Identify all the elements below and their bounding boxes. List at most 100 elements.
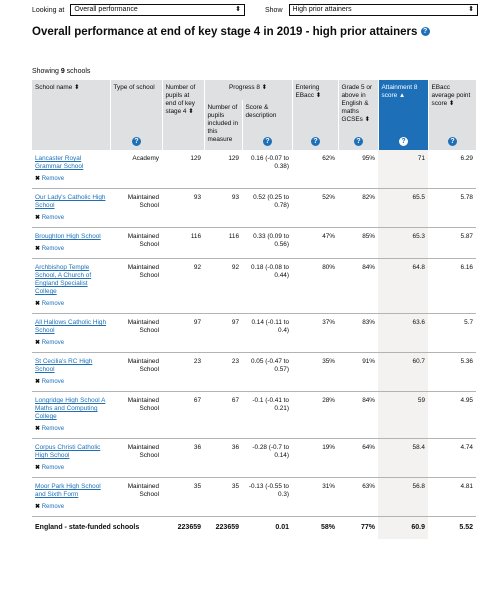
filters: Looking at Overall performance ⬍ Show High … — [32, 4, 478, 16]
number-cell: 28% — [292, 391, 338, 439]
number-cell: 97 — [204, 313, 242, 353]
table-row: St Cecilia's RC High School ✖ Remove Maint… — [32, 352, 476, 392]
header-text: Number of pupils included in this measur… — [207, 104, 239, 143]
footer-cell: 5.52 — [459, 524, 473, 531]
number-cell: 36 — [204, 438, 242, 478]
column-header[interactable]: School name ⬍ — [32, 80, 111, 150]
footer-cell: 58% — [320, 524, 335, 531]
score-cell: 0.33 (0.09 to 0.56) — [242, 227, 292, 259]
remove-link[interactable]: ✖ Remove — [35, 339, 107, 347]
school-link[interactable]: Our Lady's Catholic High School — [35, 194, 106, 209]
number-cell: 63.6 — [378, 313, 428, 353]
school-link[interactable]: Broughton High School — [35, 233, 101, 240]
remove-link[interactable]: ✖ Remove — [35, 378, 107, 386]
select-value: Overall performance — [74, 6, 138, 13]
table-row: Our Lady's Catholic High School ✖ Remove M… — [32, 188, 476, 228]
confidence-interval: (-0.41 to 0.21) — [265, 397, 289, 412]
remove-icon: ✖ — [35, 465, 42, 471]
remove-link[interactable]: ✖ Remove — [35, 503, 107, 511]
header-text: Progress 8 — [228, 84, 260, 91]
remove-text: Remove — [41, 504, 65, 510]
number-cell: 47% — [292, 227, 338, 259]
number-cell: 4.81 — [428, 477, 476, 517]
column-header[interactable]: Entering EBacc ⬍? — [292, 80, 339, 150]
number-cell: 129 — [204, 150, 242, 189]
school-link[interactable]: Lancaster Royal Grammar School — [35, 155, 84, 170]
remove-link[interactable]: ✖ Remove — [35, 175, 107, 183]
column-header[interactable]: Grade 5 or above in English & maths GCSE… — [338, 80, 379, 150]
school-link[interactable]: All Hallows Catholic High School — [35, 319, 107, 334]
school-cell: Moor Park High School and Sixth Form ✖ Re… — [32, 477, 110, 517]
number-cell: 4.95 — [428, 391, 476, 439]
score: 0.16 — [250, 155, 264, 162]
column-header[interactable]: Number of pupils at end of key stage 4 ⬍ — [162, 80, 205, 150]
footer-cell: 0.01 — [275, 524, 289, 531]
help-icon[interactable]: ? — [420, 27, 430, 37]
school-link[interactable]: Corpus Christi Catholic High School — [35, 444, 101, 459]
score-cell: -0.28 (-0.7 to 0.14) — [242, 438, 292, 478]
school-link[interactable]: Archbishop Temple School, A Church of En… — [35, 264, 92, 295]
number-cell: 91% — [338, 352, 378, 392]
number-cell: 85% — [338, 227, 378, 259]
results-table: School name ⬍ Type of school? Number of … — [32, 80, 477, 539]
school-link[interactable]: St Cecilia's RC High School — [35, 358, 93, 373]
score-cell: 0.05 (-0.47 to 0.57) — [242, 352, 292, 392]
table-row: Longridge High School A Maths and Comput… — [32, 391, 476, 439]
showing-text: Showing — [32, 68, 59, 75]
school-cell: Archbishop Temple School, A Church of En… — [32, 258, 110, 314]
footer-row: England - state-funded schools 223659 2236… — [32, 516, 476, 539]
score: 0.14 — [251, 319, 264, 326]
remove-link[interactable]: ✖ Remove — [35, 214, 107, 222]
cell-text: Maintained School — [127, 444, 159, 459]
school-cell: Broughton High School ✖ Remove — [32, 227, 110, 259]
score: -0.13 — [248, 483, 264, 490]
table-row: Broughton High School ✖ Remove Maintained … — [32, 227, 476, 259]
column-header[interactable]: Type of school? — [110, 80, 163, 150]
school-link[interactable]: Moor Park High School and Sixth Form — [35, 483, 101, 498]
table-row: Lancaster Royal Grammar School ✖ Remove Ac… — [32, 150, 476, 189]
number-cell: 63% — [338, 477, 378, 517]
remove-icon: ✖ — [35, 246, 42, 252]
remove-icon: ✖ — [35, 215, 42, 221]
remove-text: Remove — [41, 246, 65, 252]
filter: Looking at Overall performance ⬍ — [32, 4, 245, 16]
header-text: Type of school — [113, 84, 155, 91]
confidence-interval: (-0.08 to 0.44) — [265, 264, 289, 279]
number-cell: 36 — [162, 438, 204, 478]
number-cell: 93 — [162, 188, 204, 228]
column-header[interactable]: Score & description? — [242, 100, 293, 150]
footer-label: England - state-funded schools — [35, 524, 140, 531]
type-cell: Maintained School — [110, 391, 162, 439]
school-count: 9 — [60, 68, 65, 75]
filter: Show High prior attainers ⬍ — [265, 4, 478, 16]
number-cell: 82% — [338, 188, 378, 228]
title-text: Overall performance at end of key stage … — [32, 26, 418, 38]
column-header[interactable]: Attainment 8 score ▲? — [378, 80, 429, 150]
school-link[interactable]: Longridge High School A Maths and Comput… — [35, 397, 106, 420]
number-cell: 37% — [292, 313, 338, 353]
showing-text: schools — [66, 68, 91, 75]
cell-text: Maintained School — [127, 358, 159, 373]
number-cell: 64.8 — [378, 258, 428, 314]
footer-cell: 77% — [360, 524, 375, 531]
remove-link[interactable]: ✖ Remove — [35, 300, 107, 308]
score-cell: -0.13 (-0.55 to 0.3) — [242, 477, 292, 517]
footer-cell: 223659 — [177, 524, 201, 531]
column-header[interactable]: EBacc average point score ⬍? — [428, 80, 477, 150]
header-text: Number of pupils at end of key stage 4 — [165, 84, 196, 115]
number-cell: 84% — [338, 391, 378, 439]
remove-link[interactable]: ✖ Remove — [35, 464, 107, 472]
cell-text: Maintained School — [127, 264, 159, 279]
select[interactable]: Overall performance ⬍ — [70, 4, 245, 16]
type-cell: Maintained School — [110, 313, 162, 353]
table-row: Archbishop Temple School, A Church of En… — [32, 258, 476, 314]
remove-link[interactable]: ✖ Remove — [35, 425, 107, 433]
select[interactable]: High prior attainers ⬍ — [288, 4, 478, 16]
remove-text: Remove — [41, 176, 65, 182]
remove-link[interactable]: ✖ Remove — [35, 245, 107, 253]
confidence-interval: (0.25 to 0.78) — [267, 194, 289, 209]
column-header[interactable]: Number of pupils included in this measur… — [204, 100, 243, 150]
cell-text: Maintained School — [127, 233, 159, 248]
school-cell: Corpus Christi Catholic High School ✖ Rem… — [32, 438, 110, 478]
